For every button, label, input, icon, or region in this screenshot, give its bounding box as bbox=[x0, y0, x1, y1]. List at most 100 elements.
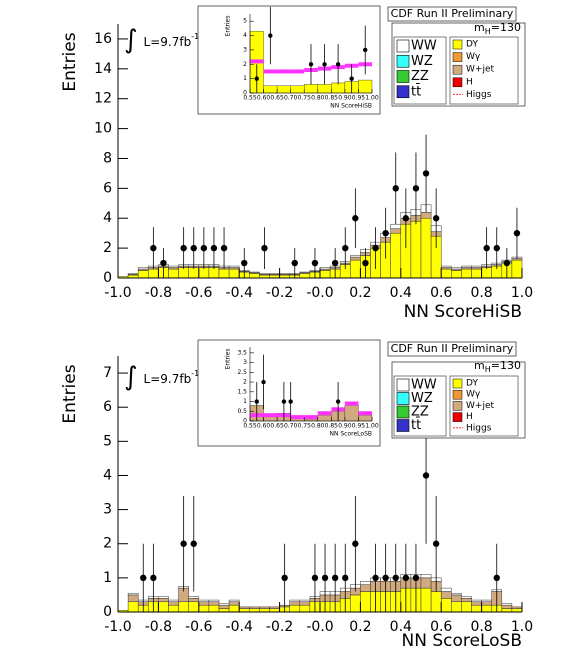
histogram-bar bbox=[269, 608, 280, 613]
legend-label: Wγ bbox=[466, 52, 481, 62]
histogram-bar bbox=[440, 587, 452, 592]
inset-y-tick-label: 2.5 bbox=[237, 369, 247, 376]
histogram-bar bbox=[168, 604, 179, 613]
data-point bbox=[220, 244, 228, 252]
data-point bbox=[180, 540, 187, 547]
y-tick-label: 8 bbox=[103, 150, 112, 166]
mass-label: mH=130 bbox=[474, 21, 521, 36]
mass-sub: H bbox=[485, 365, 491, 374]
legend-swatch bbox=[452, 39, 463, 50]
data-point bbox=[331, 574, 339, 582]
legend-swatch bbox=[396, 419, 410, 432]
histogram-bar bbox=[228, 604, 240, 613]
inset-bar bbox=[276, 85, 291, 94]
histogram-bar bbox=[279, 273, 290, 275]
histogram-bar bbox=[249, 608, 260, 613]
inset-y-tick-label: 3.5 bbox=[237, 349, 247, 356]
data-point bbox=[412, 574, 420, 582]
histogram-bar bbox=[238, 606, 250, 609]
y-tick-label: 12 bbox=[94, 91, 112, 107]
legend-label: ZZ bbox=[411, 69, 429, 84]
histogram-bar bbox=[360, 581, 371, 585]
lumi-text: L=9.7fb bbox=[144, 372, 192, 386]
data-point bbox=[200, 244, 208, 252]
title-box bbox=[387, 6, 517, 22]
data-point bbox=[402, 215, 410, 222]
inset-x-tick-label: 0.70 bbox=[284, 423, 298, 430]
histogram-bar bbox=[390, 228, 402, 234]
inset-bar bbox=[358, 414, 373, 422]
histogram-bar bbox=[501, 603, 513, 606]
inset-x-tick-label: 0.55 bbox=[243, 423, 257, 430]
histogram-bar bbox=[218, 268, 230, 279]
data-point bbox=[362, 259, 369, 267]
inset-y-axis-label: Entries bbox=[225, 16, 232, 37]
histogram-bar bbox=[198, 601, 210, 606]
histogram-bar bbox=[481, 267, 492, 279]
legend-swatch bbox=[396, 54, 410, 68]
data-point bbox=[392, 185, 399, 192]
histogram-bar bbox=[440, 598, 452, 613]
histogram-bar bbox=[360, 591, 371, 613]
legend-label: W+jet bbox=[466, 65, 494, 75]
y-tick-label: 4 bbox=[103, 467, 112, 483]
histogram-bar bbox=[259, 606, 270, 609]
x-tick-label: -0.0 bbox=[306, 285, 333, 301]
x-tick-label: -0.2 bbox=[266, 619, 293, 635]
histogram-bar bbox=[158, 601, 169, 613]
legend-label: Wγ bbox=[466, 390, 481, 400]
y-tick-label: 10 bbox=[94, 121, 112, 137]
data-point bbox=[493, 244, 500, 252]
data-point bbox=[322, 62, 327, 67]
data-point bbox=[422, 472, 430, 479]
data-point bbox=[291, 259, 298, 267]
histogram-bar bbox=[137, 267, 149, 270]
data-point bbox=[288, 399, 293, 404]
histogram-bar bbox=[249, 273, 260, 279]
y-tick-label: 6 bbox=[103, 399, 112, 415]
legend-label: H bbox=[466, 412, 473, 422]
histogram-bar bbox=[259, 273, 270, 275]
legend-label: Higgs bbox=[466, 423, 492, 433]
histogram-bar bbox=[471, 268, 482, 279]
inset-x-tick-label: 0.55 bbox=[243, 95, 257, 102]
histogram-bar bbox=[289, 599, 301, 603]
histogram-bar bbox=[319, 270, 331, 279]
data-point bbox=[432, 540, 440, 547]
inset-y-tick-label: 3 bbox=[243, 46, 247, 53]
inset-x-tick-label: 0.80 bbox=[311, 423, 325, 430]
integral-sign: ∫ bbox=[124, 362, 138, 392]
x-tick-label: -0.6 bbox=[185, 619, 212, 635]
data-point bbox=[281, 399, 287, 404]
data-point bbox=[432, 215, 440, 222]
x-tick-label: -1.0 bbox=[104, 619, 131, 635]
histogram-bar bbox=[471, 604, 482, 613]
histogram-bar bbox=[451, 270, 462, 279]
histogram-bar bbox=[461, 598, 472, 603]
inset-x-tick-label: 0.85 bbox=[325, 423, 339, 430]
histogram-bar bbox=[228, 268, 240, 279]
data-point bbox=[372, 244, 379, 252]
data-point bbox=[254, 76, 259, 81]
histogram-bar bbox=[350, 255, 361, 258]
mass-sub: H bbox=[485, 27, 491, 36]
inset-y-tick-label: 2 bbox=[243, 379, 247, 386]
data-point bbox=[513, 229, 521, 237]
legend-swatch bbox=[452, 52, 463, 62]
legend-label: tt̄ bbox=[411, 418, 421, 433]
data-point bbox=[210, 244, 218, 252]
legend-swatch bbox=[452, 401, 463, 411]
histogram-bar bbox=[228, 265, 240, 268]
x-tick-label: 0.4 bbox=[390, 285, 412, 301]
histogram-bar bbox=[440, 268, 452, 279]
inset-x-tick-label: 0.60 bbox=[257, 95, 271, 102]
histogram-bar bbox=[289, 601, 301, 606]
histogram-bar bbox=[299, 271, 311, 274]
mass-symbol: m bbox=[474, 359, 485, 372]
histogram-bar bbox=[390, 223, 402, 229]
histogram-bar bbox=[188, 598, 200, 603]
histogram-bar bbox=[127, 592, 139, 596]
chart-title: CDF Run II Preliminary bbox=[391, 7, 514, 20]
histogram-bar bbox=[471, 601, 482, 606]
histogram-bar bbox=[299, 273, 311, 279]
